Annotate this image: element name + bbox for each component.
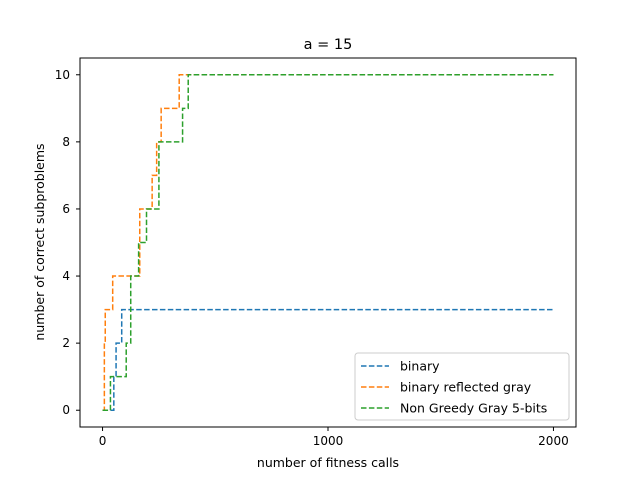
series-line-1 bbox=[102, 308, 554, 411]
y-tick-label: 8 bbox=[62, 135, 70, 149]
x-axis-label: number of fitness calls bbox=[257, 455, 399, 470]
x-tick-label: 2000 bbox=[538, 434, 569, 448]
series-line-3 bbox=[102, 74, 554, 411]
y-tick-label: 0 bbox=[62, 403, 70, 417]
y-axis: 0 2 4 6 8 10 bbox=[55, 68, 80, 417]
legend: binary binary reflected gray Non Greedy Gr… bbox=[354, 352, 570, 421]
y-tick-label: 6 bbox=[62, 202, 70, 216]
y-axis-label: number of correct subproblems bbox=[32, 143, 47, 340]
legend-box bbox=[354, 352, 570, 421]
legend-label: binary reflected gray bbox=[400, 380, 532, 395]
y-tick-label: 10 bbox=[55, 68, 70, 82]
x-tick-label: 1000 bbox=[313, 434, 344, 448]
x-tick-label: 0 bbox=[99, 434, 107, 448]
series-line-2 bbox=[102, 74, 554, 411]
legend-label: binary bbox=[400, 359, 440, 374]
y-tick-label: 2 bbox=[62, 336, 70, 350]
y-tick-label: 4 bbox=[62, 269, 70, 283]
chart-title: a = 15 bbox=[304, 37, 353, 53]
x-axis: 0 1000 2000 bbox=[99, 427, 569, 448]
plot-lines bbox=[102, 74, 554, 411]
legend-label: Non Greedy Gray 5-bits bbox=[400, 401, 547, 416]
